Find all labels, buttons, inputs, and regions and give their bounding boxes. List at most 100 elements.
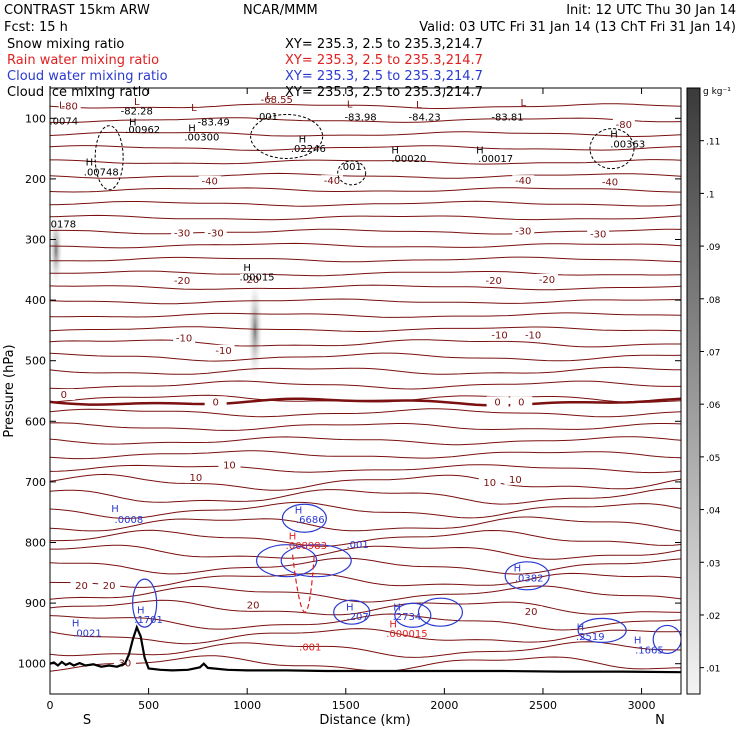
field-name: Cloud water mixing ratio [7,69,168,84]
isotherm-label: 20 [75,581,88,592]
field-xy: XY= 235.3, 2.5 to 235.3,214.7 [285,85,483,100]
isotherm-line [50,159,681,165]
isotherm-label: -40 [515,176,531,187]
isotherm-label: -30 [515,226,531,237]
isotherm-label-bg [52,389,75,401]
isotherm-label-bg [198,175,221,187]
isotherm-label: 10 [190,473,203,484]
extremum-label: H [610,130,618,141]
extremum-label: L [134,97,140,108]
extremum-label: H [129,118,137,129]
isotherm-label-bg [520,606,543,618]
extremum-label: H [289,531,297,542]
isotherm-line [50,117,681,123]
extremum-label: .00300 [184,133,219,144]
isotherm-line [50,501,681,519]
isotherm-line [50,450,681,460]
extremum-label: .00962 [125,125,160,136]
isotherm-label-bg [504,473,527,485]
isotherm-label-bg [204,396,227,408]
isotherm-label-bg [522,329,545,341]
zero-isotherm [50,397,681,407]
extremum-label: .1665 [635,645,664,656]
cloud-water-contour [394,602,432,628]
y-tick-label: 400 [25,294,46,307]
y-tick-label: 800 [25,537,46,550]
extremum-label: H [295,505,303,516]
extremum-label: .2734 [393,612,422,623]
isotherm-label-bg [171,227,194,239]
isotherm-label-bg [535,273,558,285]
isotherm-label: -80 [62,102,78,113]
x-tick-label: 500 [138,699,159,712]
extremum-label: .001 [346,540,368,551]
rain-water-contour [291,554,315,613]
isotherm-label: 10 [223,460,236,471]
isotherm-line [50,516,681,532]
cloud-water-contour [256,544,318,578]
isotherm-line [50,131,681,138]
isotherm-label: 0 [212,397,218,408]
forecast-hour: Fcst: 15 h [4,20,68,35]
south-label: S [83,713,91,728]
colorbar-tick-label: .07 [706,348,720,358]
y-tick-label: 1000 [18,658,46,671]
field-xy: XY= 235.3, 2.5 to 235.3,214.7 [285,53,483,68]
isotherm-line [50,366,681,375]
isotherm-line [50,572,681,588]
isotherm-label: 20 [525,607,538,618]
extremum-label: H [72,619,80,630]
extremum-label: .00017 [478,154,513,165]
extremum-label: L [266,91,272,102]
isotherm-label: -40 [324,176,340,187]
extremum-label: L [347,99,353,110]
extremum-label: .00015 [240,273,275,284]
isotherm-line [50,641,681,658]
isotherm-line [50,312,681,318]
colorbar-unit: g kg⁻¹ [703,87,731,97]
extremum-label: H [476,145,484,156]
isotherm-label-bg [184,472,207,484]
extremum-label: .6686 [296,515,325,526]
isotherm-line [50,487,681,505]
isotherm-line [50,585,681,603]
colorbar [686,87,701,695]
colorbar-tick-label: .11 [706,138,720,148]
x-tick-label: 2000 [430,699,458,712]
isotherm-line [50,380,681,390]
snow-shading-center [247,275,263,385]
isotherm-label: -10 [176,334,192,345]
isotherm-line [50,172,681,179]
cloud-ice-contour [589,128,635,170]
extremum-label: -68.55 [261,95,293,106]
isotherm-label: -10 [491,331,507,342]
isotherm-line [50,145,681,151]
cloud-water-contour [577,617,627,643]
x-tick-label: 1500 [332,699,360,712]
isotherm-line [50,298,681,305]
isotherm-label-bg [488,329,511,341]
cloud-ice-contour [250,113,324,159]
y-tick-label: 700 [25,476,46,489]
isotherm-label-bg [212,344,235,356]
extremum-label: .0008 [115,515,144,526]
extremum-label: .000015 [386,629,427,640]
extremum-label: -82.28 [121,107,153,118]
isotherm-label: -20 [486,276,502,287]
extremum-label: H [188,124,196,135]
axes: 0 500 1000 1500 2000 2500 30001002003004005006… [18,88,681,712]
isotherm-label-bg [242,599,265,611]
x-tick-label: 2500 [529,699,557,712]
cloud-ice-contour [337,160,367,186]
isotherm-label: -40 [202,177,218,188]
extremum-label: H [577,622,585,633]
isotherm-line [50,529,681,547]
isotherm-label-bg [599,176,622,188]
x-axis-label: Distance (km) [319,713,410,728]
isotherm-label-bg [478,476,501,488]
field-name: Snow mixing ratio [7,37,124,52]
y-tick-label: 300 [25,234,46,247]
isotherm-line [50,599,681,616]
field-xy: XY= 235.3, 2.5 to 235.3,214.7 [285,69,483,84]
terrain-line [50,624,681,674]
